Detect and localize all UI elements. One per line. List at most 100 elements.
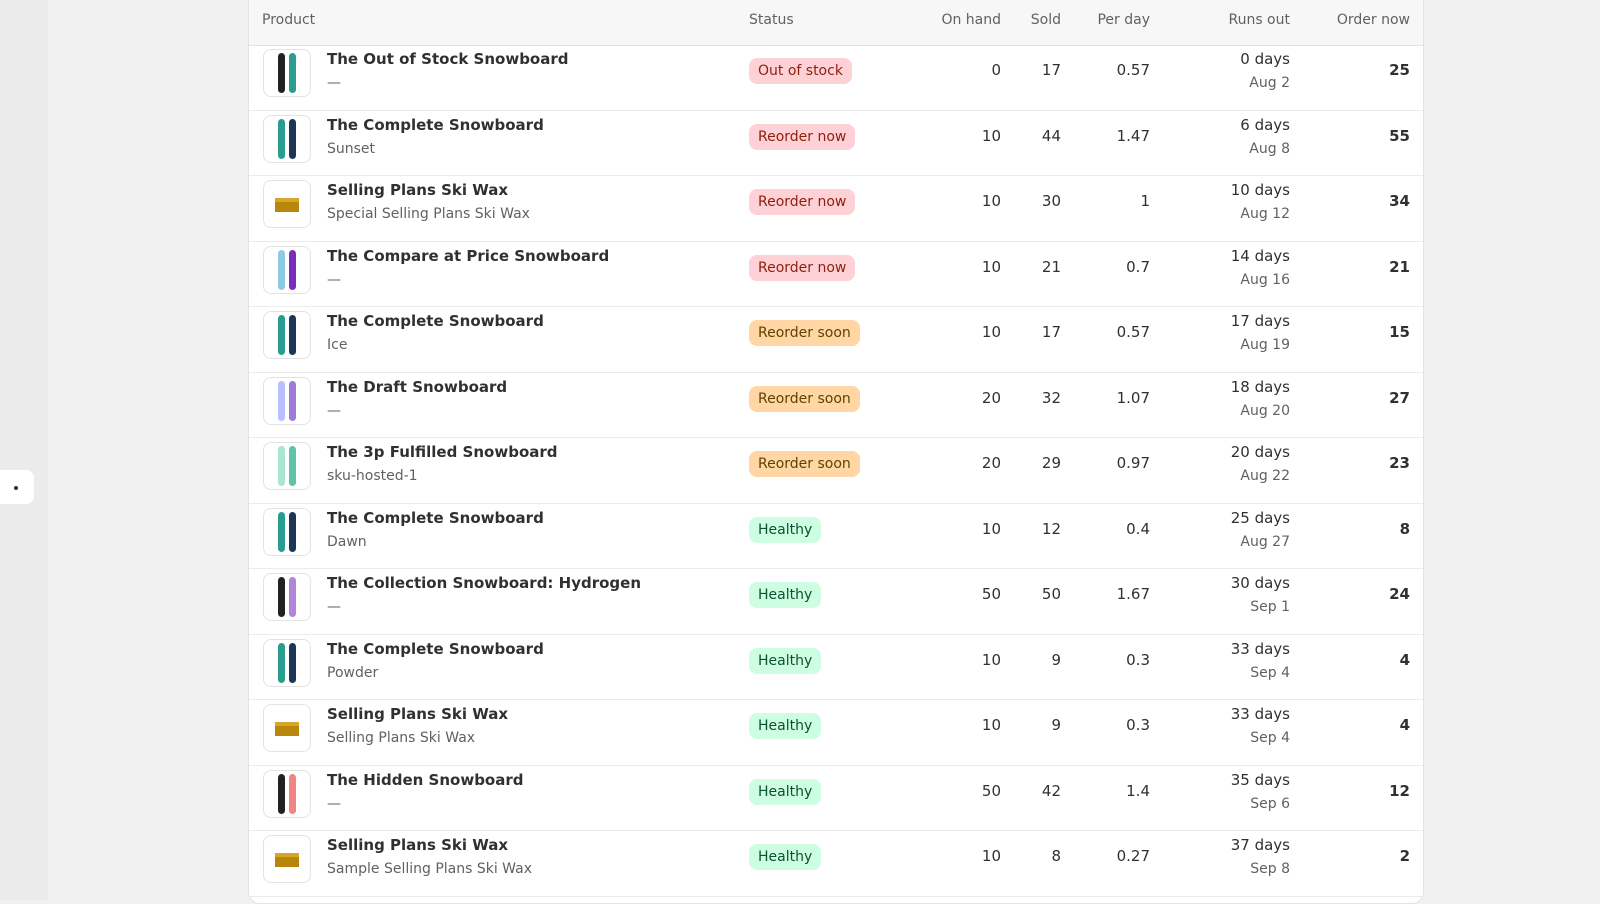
runs-out: 35 days: [1230, 770, 1290, 789]
product-variant: —: [327, 599, 341, 615]
table-row[interactable]: The Compare at Price Snowboard — Reorder n…: [249, 242, 1423, 307]
runs-out: 33 days: [1230, 705, 1290, 723]
sold: 42: [1041, 781, 1061, 800]
column-header: Runs out: [1228, 12, 1290, 28]
order-now: 27: [1389, 388, 1410, 407]
order-now: 34: [1389, 192, 1410, 210]
order-now: 4: [1399, 650, 1410, 669]
sold: 17: [1041, 61, 1061, 79]
product-name: Selling Plans Ski Wax: [327, 705, 509, 723]
product-name: The Complete Snowboard: [327, 639, 544, 658]
on-hand: 10: [981, 716, 1001, 734]
on-hand: 50: [981, 781, 1001, 800]
per-day: 0.7: [1126, 257, 1150, 276]
product-name: The Compare at Price Snowboard: [327, 246, 610, 265]
product-variant: —: [327, 271, 341, 288]
sold: 9: [1051, 716, 1061, 734]
runs-out: 18 days: [1230, 377, 1290, 396]
order-now: 25: [1389, 61, 1410, 79]
runs-out-date: Aug 12: [1240, 206, 1290, 222]
sold: 12: [1041, 519, 1061, 538]
table-row[interactable]: The Out of Stock Snowboard — Out of stock 0…: [249, 45, 1423, 111]
product-variant: —: [327, 402, 341, 419]
runs-out-date: Aug 27: [1240, 533, 1290, 550]
product-thumbnail: [263, 442, 311, 490]
table-row[interactable]: The Hidden Snowboard — Healthy 50 42 1.4 35 da…: [249, 766, 1423, 831]
runs-out-date: Sep 8: [1250, 861, 1290, 877]
order-now: 4: [1399, 716, 1410, 734]
runs-out-date: Aug 19: [1240, 337, 1290, 353]
table-row[interactable]: Selling Plans Ski Wax Selling Plans Ski W…: [249, 700, 1423, 766]
on-hand: 10: [981, 126, 1001, 145]
table-row[interactable]: The Complete Snowboard Powder Healthy 10 9 0.…: [249, 635, 1423, 700]
per-day: 1.47: [1116, 126, 1150, 145]
runs-out: 10 days: [1230, 181, 1290, 199]
status-badge: Reorder soon: [749, 385, 860, 412]
on-hand: 0: [991, 61, 1001, 79]
column-header: Status: [749, 12, 794, 28]
product-variant: —: [327, 75, 341, 91]
runs-out: 17 days: [1230, 312, 1290, 330]
runs-out-date: Aug 22: [1240, 468, 1290, 484]
table-row[interactable]: The Collection Snowboard: Hydrogen — Healt…: [249, 569, 1423, 635]
on-hand: 20: [981, 388, 1001, 407]
per-day: 1.4: [1126, 781, 1150, 800]
product-variant: Powder: [327, 664, 379, 681]
per-day: 0.57: [1116, 61, 1150, 79]
runs-out: 20 days: [1230, 443, 1290, 461]
status-badge: Healthy: [749, 582, 822, 608]
per-day: 0.3: [1126, 716, 1150, 734]
table-row[interactable]: The Complete Snowboard Dawn Healthy 10 12 0.4…: [249, 504, 1423, 569]
runs-out: 30 days: [1230, 574, 1290, 592]
status-badge: Healthy: [749, 778, 822, 805]
runs-out: 6 days: [1240, 115, 1290, 134]
runs-out-date: Aug 16: [1240, 271, 1290, 288]
product-thumbnail: [263, 638, 311, 687]
sold: 9: [1051, 650, 1061, 669]
inventory-table: Product Status On hand Sold Per day Runs out O…: [248, 0, 1424, 904]
product-name: The Hidden Snowboard: [327, 770, 524, 789]
product-variant: —: [327, 795, 341, 812]
order-now: 12: [1389, 781, 1410, 800]
product-name: Selling Plans Ski Wax: [327, 836, 509, 854]
column-header: Product: [262, 12, 316, 28]
per-day: 0.97: [1116, 454, 1150, 472]
product-thumbnail: [263, 180, 311, 228]
product-name: The Complete Snowboard: [327, 508, 544, 527]
status-badge: Reorder soon: [749, 451, 860, 477]
per-day: 0.3: [1126, 650, 1150, 669]
product-thumbnail: [263, 704, 311, 752]
side-tab[interactable]: [0, 470, 34, 504]
on-hand: 10: [981, 257, 1001, 276]
sold: 29: [1041, 454, 1061, 472]
order-now: 23: [1389, 454, 1410, 472]
sidebar-strip: [0, 0, 48, 900]
status-badge: Reorder now: [749, 254, 856, 281]
sold: 50: [1041, 585, 1061, 603]
product-thumbnail: [263, 311, 311, 359]
table-row[interactable]: The Complete Snowboard Sunset Reorder now 1…: [249, 111, 1423, 176]
table-row[interactable]: Selling Plans Ski Wax Sample Selling Plan…: [249, 831, 1423, 897]
on-hand: 20: [981, 454, 1001, 472]
on-hand: 10: [981, 323, 1001, 341]
product-variant: sku-hosted-1: [327, 468, 418, 484]
column-header: Order now: [1336, 12, 1410, 28]
table-row[interactable]: The 3p Fulfilled Snowboard sku-hosted-1 Re…: [249, 438, 1423, 504]
product-variant: Dawn: [327, 533, 367, 550]
product-name: The Draft Snowboard: [327, 377, 508, 396]
per-day: 0.27: [1116, 847, 1150, 865]
table-row[interactable]: The Draft Snowboard — Reorder soon 20 32 1.07…: [249, 373, 1423, 438]
table-row[interactable]: Selling Plans Ski Wax Special Selling Pla…: [249, 176, 1423, 242]
status-badge: Out of stock: [749, 58, 852, 84]
product-name: The Out of Stock Snowboard: [327, 50, 569, 68]
table-header: Product Status On hand Sold Per day Runs out O…: [249, 0, 1423, 46]
on-hand: 10: [981, 847, 1001, 865]
product-variant: Special Selling Plans Ski Wax: [327, 206, 530, 222]
order-now: 55: [1389, 126, 1410, 145]
table-row[interactable]: The Complete Snowboard Ice Reorder soon 10 1…: [249, 307, 1423, 373]
order-now: 8: [1399, 519, 1410, 538]
product-name: The Collection Snowboard: Hydrogen: [327, 574, 642, 592]
runs-out: 14 days: [1230, 246, 1290, 265]
on-hand: 50: [981, 585, 1001, 603]
